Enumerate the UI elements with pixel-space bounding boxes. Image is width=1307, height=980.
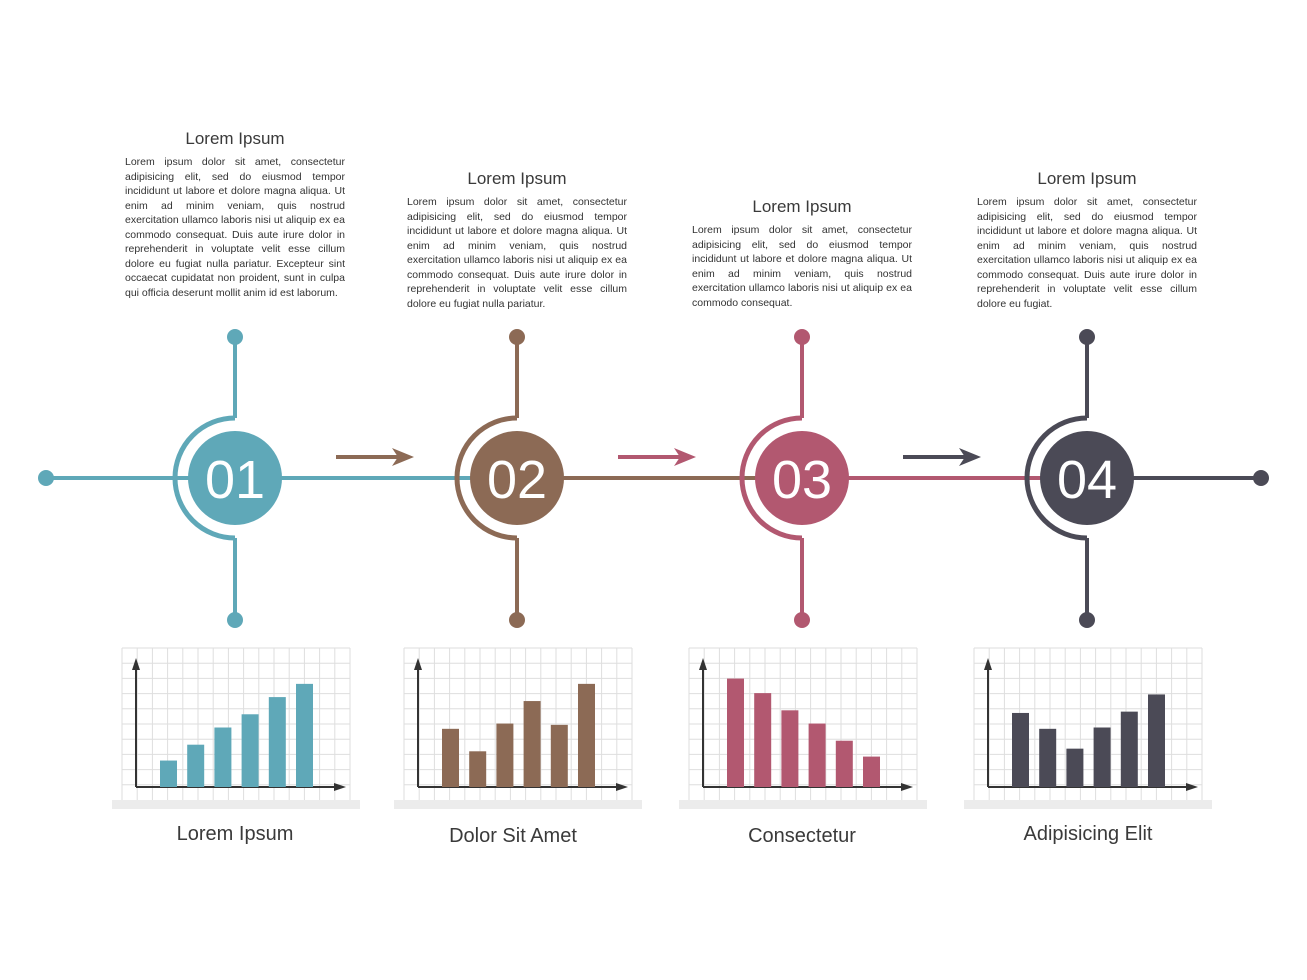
node-dot-bottom (1079, 612, 1095, 628)
bar (241, 714, 259, 787)
node-ring (172, 415, 236, 541)
step-3-number: 03 (772, 450, 832, 510)
chart-base (964, 800, 1212, 809)
step-4-node: 04 (1024, 329, 1134, 628)
node-dot-top (509, 329, 525, 345)
start-dot (38, 470, 54, 486)
node-ring (1024, 415, 1088, 541)
step-3-node: 03 (739, 329, 849, 628)
step-2-title: Lorem Ipsum (467, 169, 567, 188)
x-axis-arrow (1186, 783, 1198, 791)
y-axis-arrow (984, 658, 992, 670)
step-3-description: Lorem ipsum dolor sit amet, consectetur … (692, 224, 912, 309)
node-dot-top (794, 329, 810, 345)
chart-1-label: Lorem Ipsum (176, 823, 294, 845)
chart-4-label: Adipisicing Elit (1023, 823, 1153, 845)
arrow-icon (336, 448, 414, 466)
bar (442, 728, 459, 787)
node-ring (454, 415, 518, 541)
bar (863, 756, 880, 787)
chart-1 (112, 647, 360, 809)
y-axis-arrow (132, 658, 140, 670)
bar (523, 701, 541, 787)
bar (296, 683, 313, 787)
bar (1066, 748, 1084, 787)
timeline-nodes: 01 02 03 04 (172, 329, 1134, 628)
bar-charts (112, 647, 1212, 809)
node-ring (739, 415, 803, 541)
step-1-number: 01 (205, 450, 265, 510)
node-circle (188, 431, 282, 525)
bar (1120, 711, 1138, 787)
bar (578, 683, 595, 787)
chart-base (112, 800, 360, 809)
arrow-icon (618, 448, 696, 466)
bar (1093, 727, 1111, 787)
step-3-title: Lorem Ipsum (752, 197, 852, 216)
bar (727, 678, 744, 787)
chart-grid (121, 647, 351, 800)
bar (754, 693, 772, 787)
step-4-description: Lorem ipsum dolor sit amet, consectetur … (977, 196, 1197, 310)
bar (1012, 712, 1029, 787)
step-4-number: 04 (1057, 450, 1117, 510)
step-2-number: 02 (487, 450, 547, 510)
bar (808, 723, 826, 787)
step-2-description: Lorem ipsum dolor sit amet, consectetur … (407, 196, 627, 310)
end-dot (1253, 470, 1269, 486)
bar (469, 751, 487, 787)
node-dot-top (227, 329, 243, 345)
node-circle (470, 431, 564, 525)
node-dot-bottom (227, 612, 243, 628)
chart-grid (688, 647, 918, 800)
x-axis-arrow (334, 783, 346, 791)
y-axis-arrow (699, 658, 707, 670)
node-dot-bottom (509, 612, 525, 628)
chart-2 (394, 647, 642, 809)
timeline-arrows (336, 448, 981, 466)
step-4-title: Lorem Ipsum (1037, 169, 1137, 188)
bar (160, 760, 177, 787)
x-axis-arrow (616, 783, 628, 791)
step-1-node: 01 (172, 329, 282, 628)
chart-4 (964, 647, 1212, 809)
chart-3-label: Consectetur (748, 825, 856, 847)
bar (781, 710, 799, 787)
bar (214, 727, 232, 787)
chart-2-label: Dolor Sit Amet (449, 825, 577, 847)
bar (268, 697, 286, 787)
chart-grid (403, 647, 633, 800)
step-1-title: Lorem Ipsum (185, 129, 285, 148)
step-1-description: Lorem ipsum dolor sit amet, consectetur … (125, 156, 345, 299)
bar (187, 744, 205, 787)
bar (1039, 728, 1057, 787)
chart-grid (973, 647, 1203, 800)
chart-base (679, 800, 927, 809)
chart-3 (679, 647, 927, 809)
bar (496, 723, 514, 787)
x-axis-arrow (901, 783, 913, 791)
node-dot-top (1079, 329, 1095, 345)
bar (550, 724, 568, 787)
node-circle (755, 431, 849, 525)
chart-base (394, 800, 642, 809)
bar (1148, 694, 1165, 787)
node-circle (1040, 431, 1134, 525)
node-dot-bottom (794, 612, 810, 628)
step-2-node: 02 (454, 329, 564, 628)
arrow-icon (903, 448, 981, 466)
y-axis-arrow (414, 658, 422, 670)
bar (835, 740, 853, 787)
